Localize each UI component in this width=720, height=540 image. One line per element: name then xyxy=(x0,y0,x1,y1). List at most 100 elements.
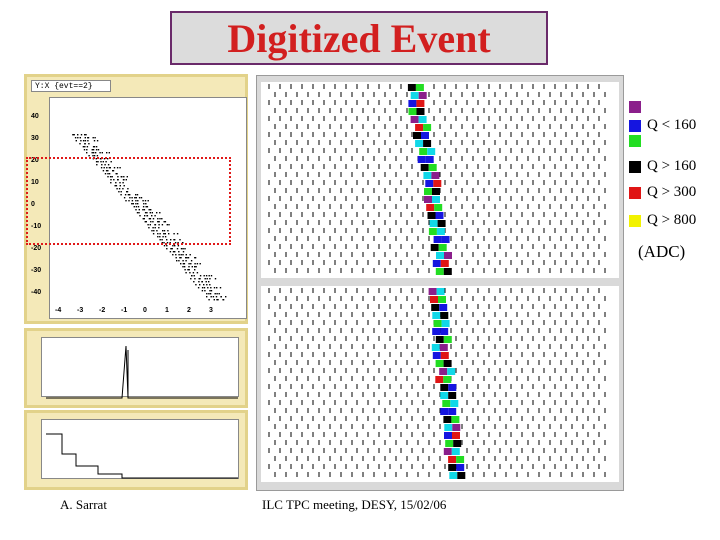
hit-pad xyxy=(424,196,432,203)
footer-meeting: ILC TPC meeting, DESY, 15/02/06 xyxy=(262,497,447,512)
scatter-point xyxy=(188,269,190,271)
scatter-point xyxy=(110,161,112,163)
scatter-point xyxy=(158,227,160,229)
scatter-point xyxy=(92,152,95,154)
scatter-point xyxy=(207,287,209,289)
hit-pad xyxy=(444,424,453,431)
scatter-point xyxy=(191,266,193,268)
scatter-point xyxy=(77,134,79,136)
scatter-point xyxy=(166,242,169,244)
scatter-point xyxy=(213,287,216,289)
scatter-point xyxy=(198,278,200,280)
scatter-point xyxy=(84,134,86,136)
scatter-point xyxy=(143,209,146,211)
scatter-point xyxy=(158,221,160,223)
scatter-point xyxy=(91,149,93,151)
scatter-point xyxy=(176,260,178,262)
scatter-point xyxy=(161,218,163,220)
x-tick-label: 2 xyxy=(187,307,191,314)
scatter-point xyxy=(205,281,207,283)
scatter-point xyxy=(135,200,137,202)
hit-pad xyxy=(433,320,442,327)
scatter-point xyxy=(135,197,137,199)
hit-pad xyxy=(419,148,428,155)
scatter-point xyxy=(152,218,155,220)
scatter-point xyxy=(123,185,125,187)
hit-pad xyxy=(433,180,442,187)
hit-pad xyxy=(434,204,443,211)
scatter-point xyxy=(206,284,208,286)
y-tick-label: -20 xyxy=(31,245,42,252)
scatter-point xyxy=(75,140,77,142)
scatter-point xyxy=(163,221,165,223)
scatter-point xyxy=(216,299,218,301)
scatter-plot-header: Y:X {evt==2} xyxy=(31,80,111,92)
hit-pad xyxy=(425,180,434,187)
hit-pad xyxy=(441,320,450,327)
scatter-point xyxy=(152,233,155,235)
scatter-point xyxy=(129,197,131,199)
scatter-point xyxy=(201,281,203,283)
scatter-point xyxy=(169,251,172,253)
scatter-point xyxy=(145,221,147,223)
scatter-point xyxy=(148,218,151,220)
hit-pad xyxy=(457,472,466,479)
scatter-point xyxy=(208,293,210,295)
scatter-point xyxy=(190,278,192,280)
scatter-point xyxy=(208,281,210,283)
scatter-point xyxy=(124,194,127,196)
hit-pad xyxy=(440,260,449,267)
scatter-point xyxy=(142,200,144,202)
scatter-point xyxy=(174,242,177,244)
scatter-point xyxy=(168,224,170,226)
scatter-point xyxy=(139,215,141,217)
scatter-point xyxy=(117,176,119,178)
hit-pad xyxy=(443,448,452,455)
scatter-point xyxy=(179,239,181,241)
scatter-point xyxy=(84,143,86,145)
scatter-point xyxy=(118,188,121,190)
scatter-point xyxy=(101,164,103,166)
scatter-point xyxy=(217,299,219,301)
hit-pad xyxy=(435,336,444,343)
title-box: Digitized Event xyxy=(170,11,548,65)
scatter-point xyxy=(129,194,131,196)
scatter-point xyxy=(94,137,96,139)
scatter-point xyxy=(183,263,186,265)
scatter-point xyxy=(100,161,102,163)
legend-swatch xyxy=(629,101,641,113)
scatter-point xyxy=(194,257,197,259)
scatter-point xyxy=(108,173,111,175)
hit-pad xyxy=(452,424,461,431)
scatter-point xyxy=(88,143,90,145)
scatter-point xyxy=(86,152,88,154)
legend-item xyxy=(629,101,641,113)
scatter-point xyxy=(102,170,105,172)
scatter-point xyxy=(79,137,81,139)
scatter-point xyxy=(152,227,154,229)
scatter-point xyxy=(163,242,165,244)
x-tick-label: -2 xyxy=(99,307,106,314)
legend-swatch xyxy=(629,214,641,227)
scatter-point xyxy=(174,245,176,247)
scatter-point xyxy=(214,278,217,280)
hit-pad xyxy=(451,448,460,455)
scatter-point xyxy=(169,242,171,244)
scatter-point xyxy=(164,233,166,235)
scatter-point xyxy=(216,287,218,289)
scatter-point xyxy=(193,275,195,277)
scatter-point xyxy=(125,179,127,181)
hit-pad xyxy=(407,84,416,91)
scatter-point xyxy=(138,209,140,211)
scatter-point xyxy=(82,146,85,148)
scatter-point xyxy=(194,263,196,265)
scatter-point xyxy=(137,203,139,205)
scatter-point xyxy=(190,263,192,265)
hit-pad xyxy=(408,100,417,107)
scatter-point xyxy=(180,257,182,259)
scatter-point xyxy=(178,254,180,256)
scatter-point xyxy=(201,290,204,292)
scatter-point xyxy=(151,212,153,214)
scatter-point xyxy=(174,239,176,241)
scatter-point xyxy=(182,248,184,250)
